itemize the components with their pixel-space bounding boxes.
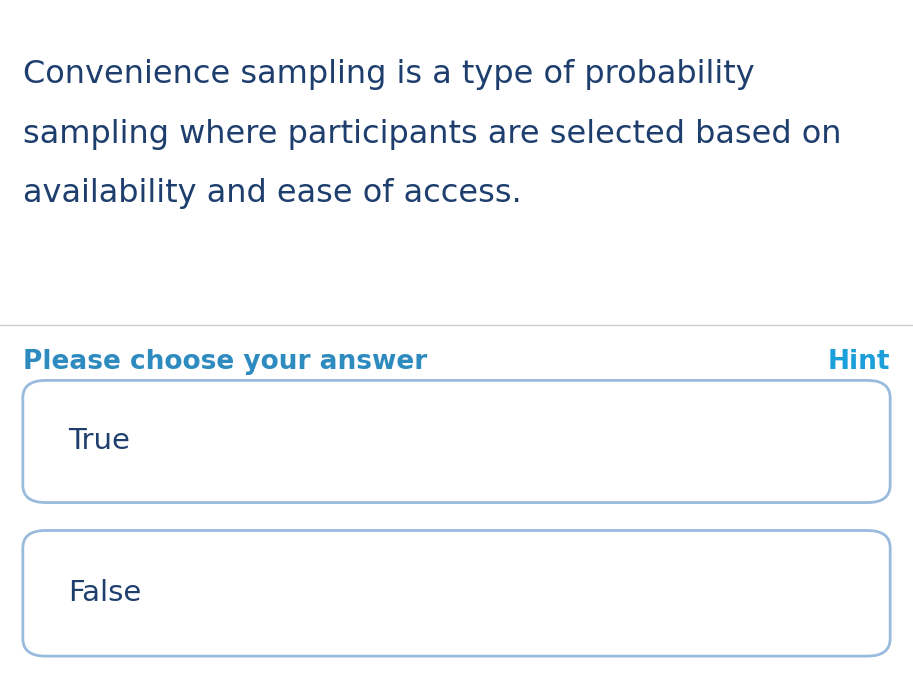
FancyBboxPatch shape	[23, 530, 890, 656]
Text: True: True	[68, 427, 131, 456]
Text: sampling where participants are selected based on: sampling where participants are selected…	[23, 119, 841, 149]
FancyBboxPatch shape	[23, 380, 890, 503]
Text: False: False	[68, 579, 142, 607]
Text: Please choose your answer: Please choose your answer	[23, 349, 427, 375]
Text: Convenience sampling is a type of probability: Convenience sampling is a type of probab…	[23, 59, 754, 90]
Text: availability and ease of access.: availability and ease of access.	[23, 178, 521, 209]
Text: Hint: Hint	[828, 349, 890, 375]
